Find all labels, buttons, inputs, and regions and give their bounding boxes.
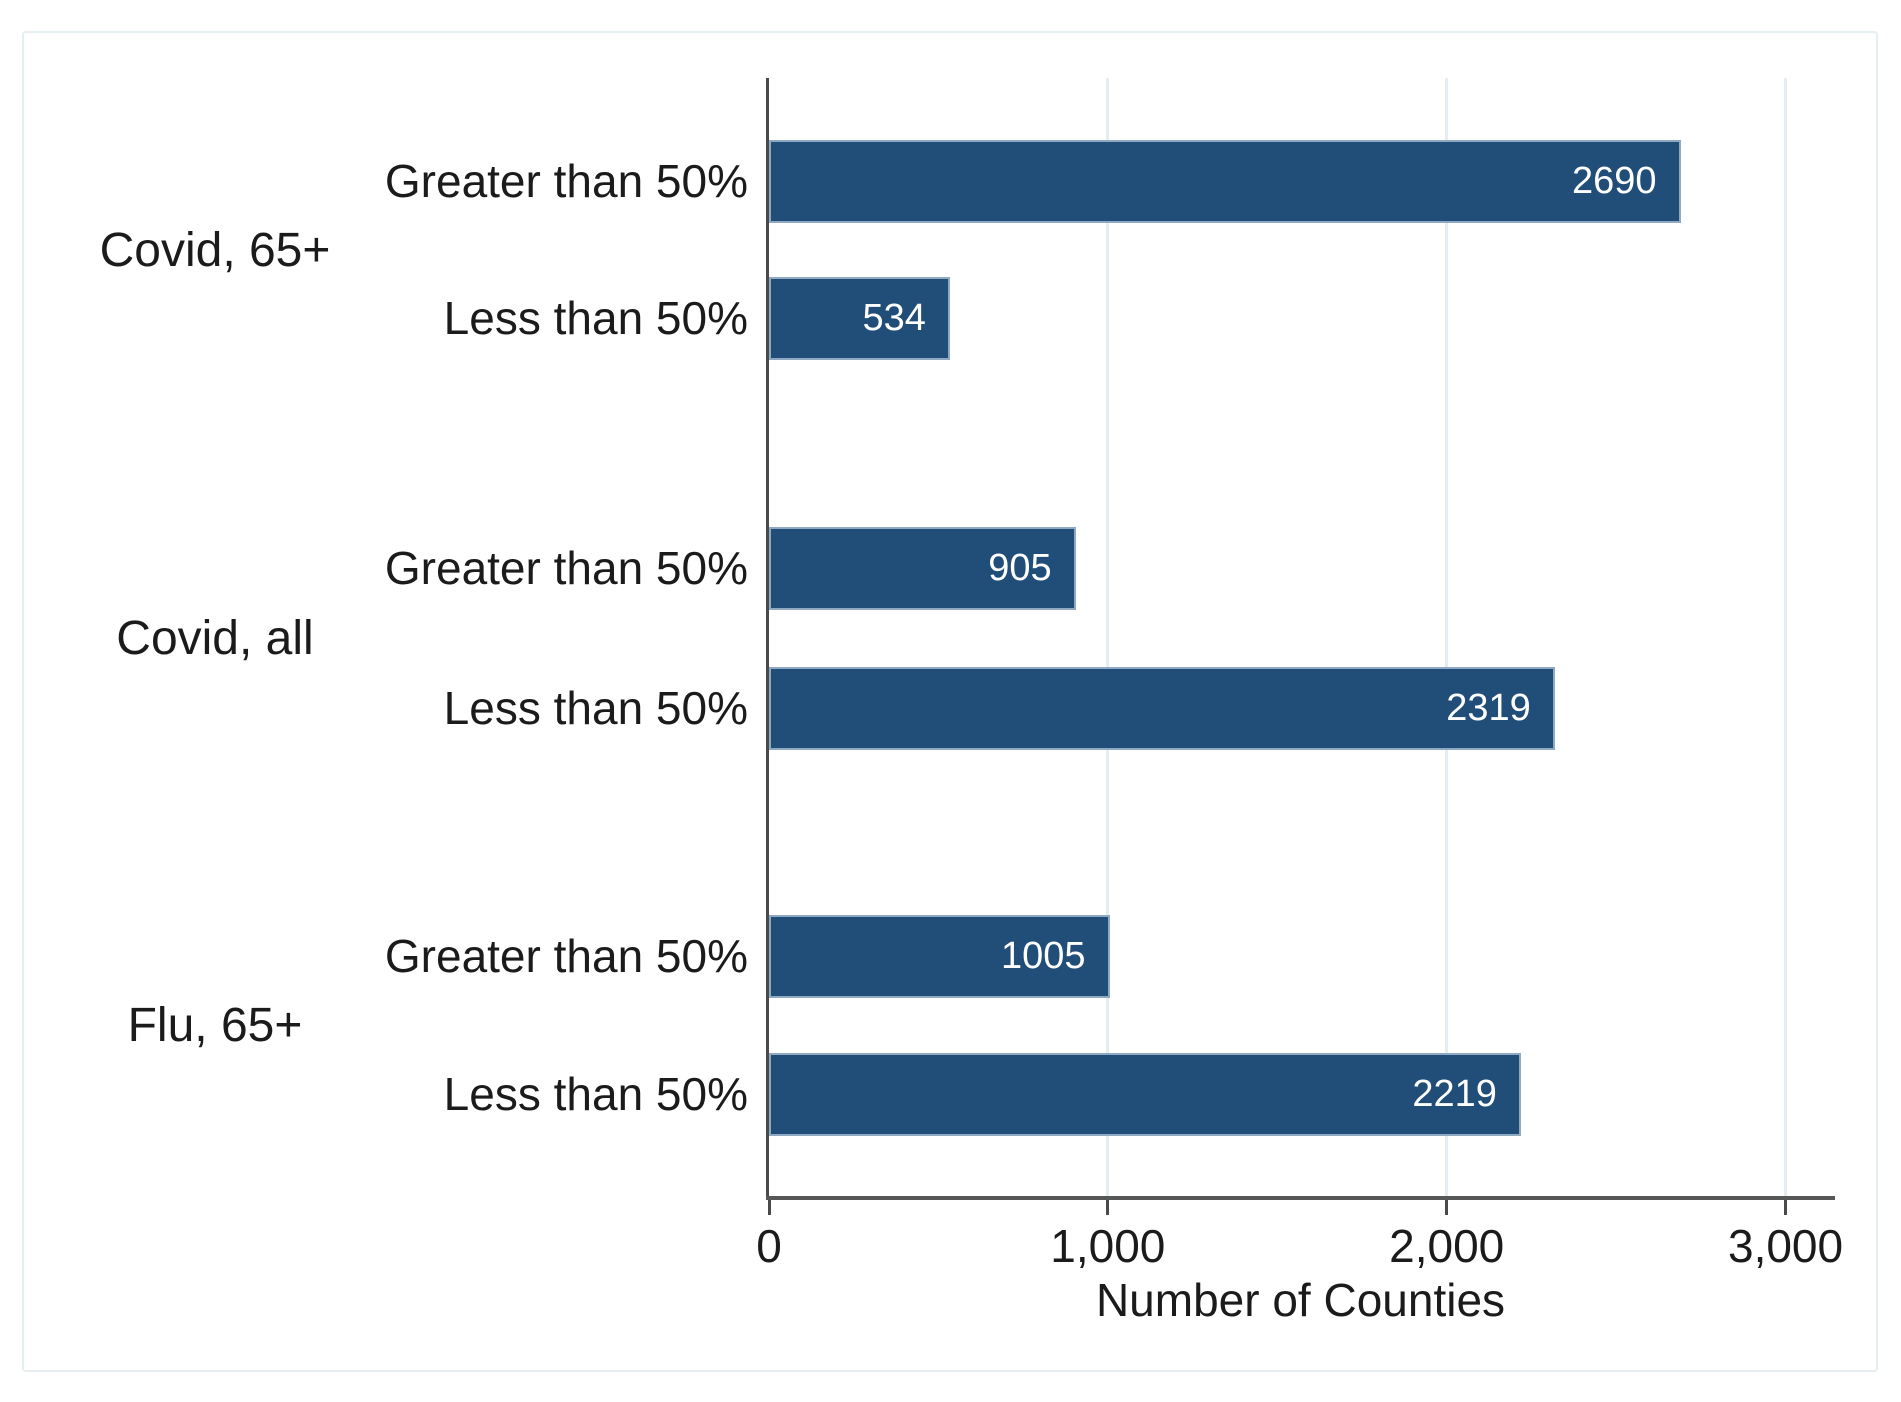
- x-axis-line: [766, 1196, 1835, 1200]
- y-axis-line: [766, 78, 769, 1200]
- chart-card: [22, 31, 1878, 1372]
- x-axis-title: Number of Counties: [1095, 1274, 1506, 1326]
